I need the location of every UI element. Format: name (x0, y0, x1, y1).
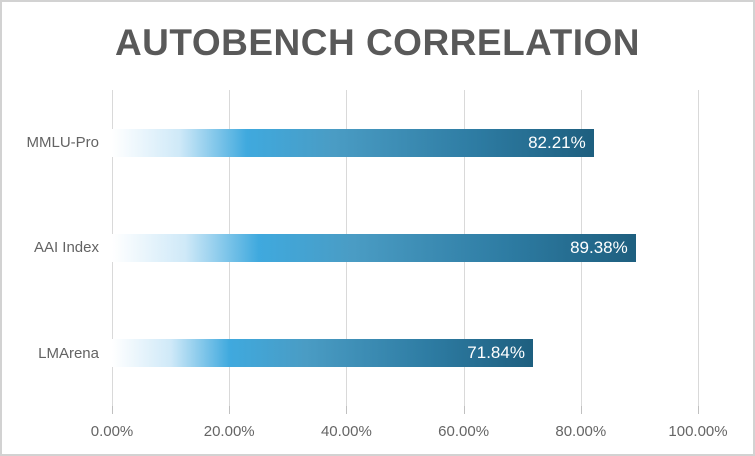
category-label: MMLU-Pro (26, 134, 99, 152)
x-axis-label: 100.00% (668, 423, 728, 440)
axis-tick (580, 406, 582, 414)
gridline (698, 90, 699, 406)
x-axis-label: 20.00% (203, 423, 255, 440)
bar-value-label: 89.38% (570, 237, 628, 257)
axis-tick (229, 406, 231, 414)
bar: 82.21% (112, 128, 594, 157)
bar-row: LMArena 71.84% (38, 301, 698, 406)
axis-tick (112, 406, 113, 414)
bar-row: MMLU-Pro 82.21% (26, 90, 698, 195)
x-axis-label: 40.00% (320, 423, 372, 440)
axis-tick (698, 406, 699, 414)
bar-row: AAI Index 89.38% (34, 195, 698, 300)
bar: 71.84% (112, 339, 533, 368)
x-axis-label: 60.00% (438, 423, 490, 440)
plot-area: 0.00% 20.00% 40.00% 60.00% 80.00% 100.00% MMLU… (26, 90, 728, 440)
axis-tick (346, 406, 348, 414)
bar: 89.38% (112, 233, 636, 262)
category-label: AAI Index (33, 239, 99, 257)
x-axis-label: 80.00% (555, 423, 607, 440)
x-axis-label: 0.00% (90, 423, 134, 440)
chart-title: AUTOBENCH CORRELATION (114, 22, 641, 63)
bar-value-label: 82.21% (528, 132, 586, 152)
category-label: LMArena (38, 344, 99, 362)
bar-value-label: 71.84% (467, 343, 525, 363)
axis-tick (463, 406, 465, 414)
